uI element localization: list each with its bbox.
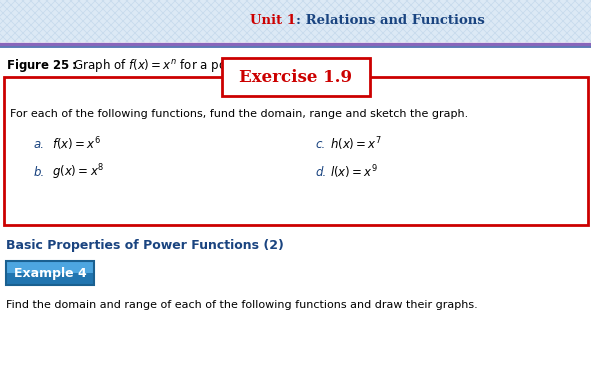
Text: Unit 1: Unit 1 xyxy=(249,14,296,27)
Bar xyxy=(4,77,588,225)
Text: $g(x) = x^8$: $g(x) = x^8$ xyxy=(52,162,104,182)
Text: $h(x) = x^7$: $h(x) = x^7$ xyxy=(330,135,382,153)
Bar xyxy=(6,273,94,285)
Text: : Relations and Functions: : Relations and Functions xyxy=(296,14,484,27)
Text: $\mathbf{Figure\ 25:}$: $\mathbf{Figure\ 25:}$ xyxy=(6,56,77,74)
Text: For each of the following functions, fund the domain, range and sketch the graph: For each of the following functions, fun… xyxy=(10,109,468,119)
Text: Basic Properties of Power Functions (2): Basic Properties of Power Functions (2) xyxy=(6,239,284,251)
Text: Example 4: Example 4 xyxy=(14,266,86,280)
Text: d.: d. xyxy=(316,165,327,179)
Text: c.: c. xyxy=(316,138,326,150)
Bar xyxy=(6,261,94,285)
Text: Find the domain and range of each of the following functions and draw their grap: Find the domain and range of each of the… xyxy=(6,300,478,310)
Bar xyxy=(6,261,94,274)
Bar xyxy=(0,0,591,42)
Text: $f(x) = x^6$: $f(x) = x^6$ xyxy=(52,135,101,153)
Bar xyxy=(222,58,369,96)
Text: Graph of $f(x) = x^n$ for a positive odd integer $n$.: Graph of $f(x) = x^n$ for a positive odd… xyxy=(66,56,344,74)
Text: Exercise 1.9: Exercise 1.9 xyxy=(239,69,352,85)
Text: a.: a. xyxy=(34,138,45,150)
Text: b.: b. xyxy=(34,165,46,179)
Text: $l(x) = x^9$: $l(x) = x^9$ xyxy=(330,163,378,181)
